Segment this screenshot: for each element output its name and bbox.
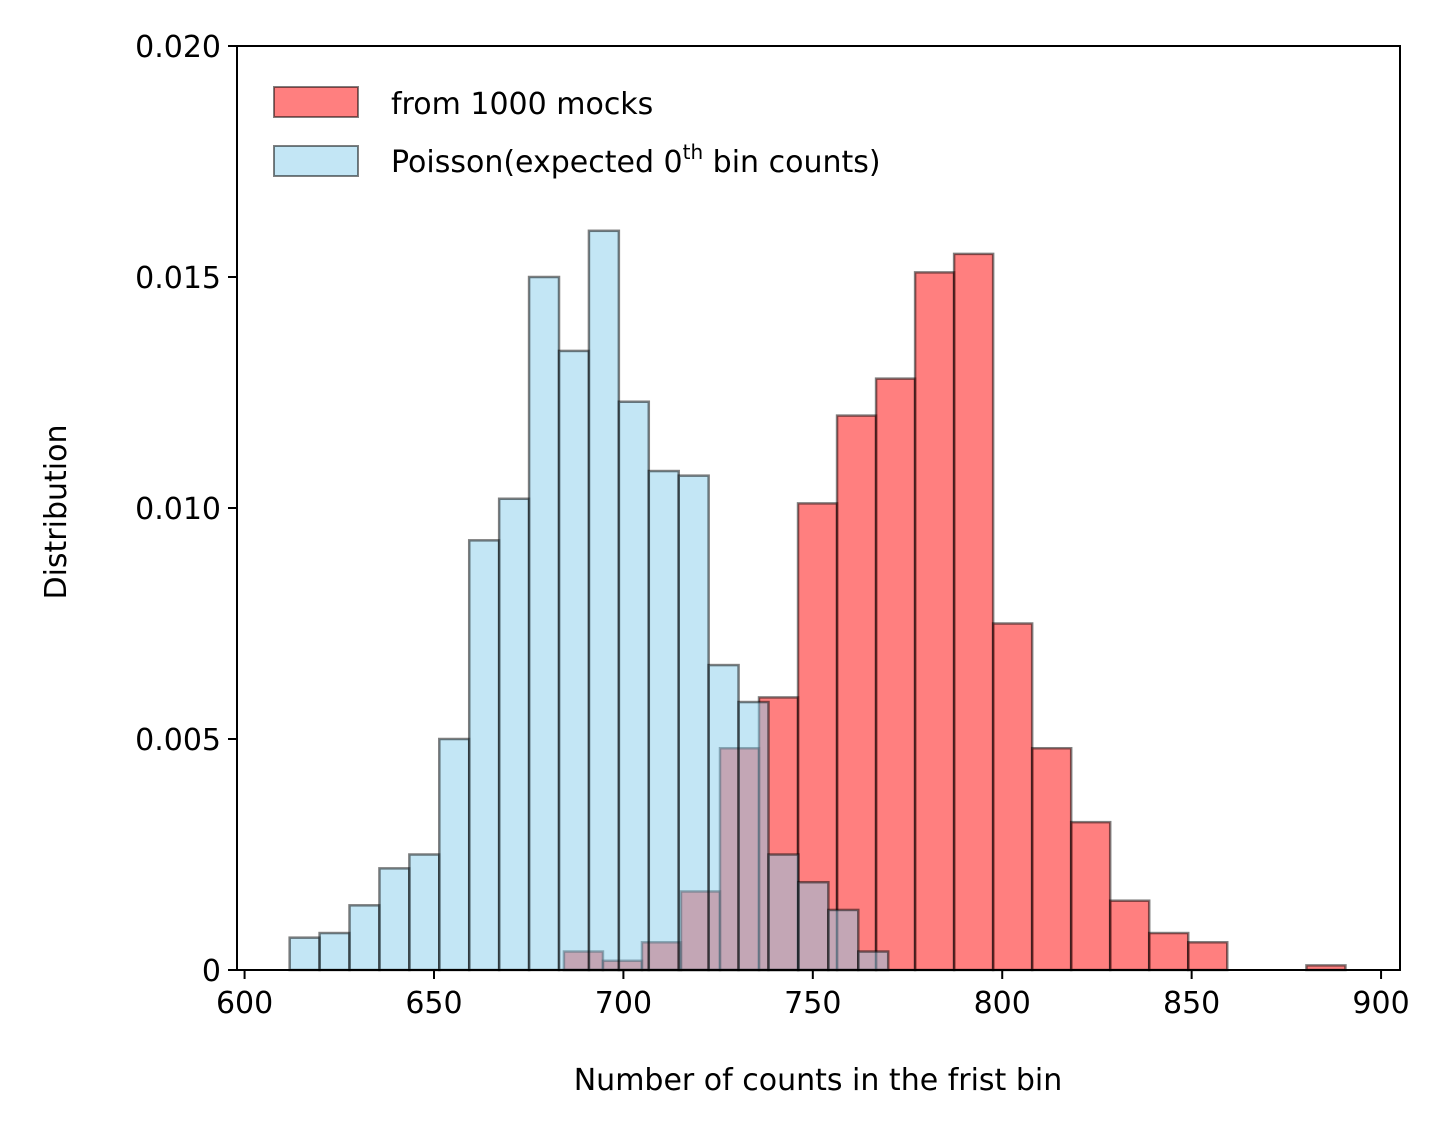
legend: from 1000 mocks Poisson(expected 0th bin… [273,86,881,180]
x-tick-label-750: 750 [784,986,841,1021]
poisson-bar-3 [378,867,411,972]
poisson-bar-19 [857,950,890,972]
legend-label-mocks: from 1000 mocks [391,87,653,122]
poisson-bar-16 [767,853,800,972]
x-tick-label-850: 850 [1163,986,1220,1021]
legend-swatch-mocks [273,86,359,118]
mocks-bar-8 [874,377,917,972]
y-tick-label-2: 0.010 [135,492,221,527]
poisson-bar-8 [527,275,561,972]
x-tick-label-700: 700 [595,986,652,1021]
poisson-bar-5 [438,737,471,972]
legend-label-poisson-main: Poisson(expected 0 [391,145,683,180]
x-axis-label: Number of counts in the frist bin [574,1063,1063,1098]
poisson-bar-2 [348,904,381,972]
x-tick-label-800: 800 [974,986,1031,1021]
mocks-bar-14 [1108,899,1151,972]
poisson-bar-4 [408,853,441,972]
legend-label-poisson-superscript: th [683,140,704,164]
mocks-bar-7 [835,414,878,972]
x-tick-label-900: 900 [1352,986,1409,1021]
poisson-bar-0 [288,936,321,972]
mocks-bar-15 [1147,931,1190,972]
poisson-bar-17 [797,880,830,972]
y-axis-ticks: 0 0.005 0.010 0.015 0.020 [135,30,237,989]
poisson-bar-15 [737,700,770,972]
poisson-bar-11 [617,400,651,972]
x-axis-ticks: 600 650 700 750 800 850 900 [216,970,1410,1021]
mocks-bar-11 [991,622,1034,972]
y-tick-label-4: 0.020 [135,30,221,65]
poisson-bar-9 [557,349,591,972]
legend-label-poisson-tail: bin counts) [703,145,880,180]
poisson-bar-12 [647,469,680,972]
poisson-bar-1 [318,931,351,972]
poisson-bar-14 [707,663,740,972]
mocks-bar-13 [1069,820,1112,972]
y-axis-label: Distribution [39,424,74,599]
poisson-bar-10 [587,229,621,972]
poisson-bar-13 [677,474,710,972]
legend-label-poisson: Poisson(expected 0th bin counts) [391,140,881,180]
x-tick-label-600: 600 [216,986,273,1021]
x-tick-label-650: 650 [405,986,462,1021]
legend-swatch-poisson [273,145,359,177]
poisson-series [288,229,890,972]
y-tick-label-0: 0 [202,954,221,989]
mocks-bar-12 [1030,746,1073,972]
poisson-bar-7 [497,497,531,972]
poisson-bar-18 [827,908,860,972]
mocks-bar-9 [913,271,956,972]
y-tick-label-3: 0.015 [135,261,221,296]
y-tick-label-1: 0.005 [135,723,221,758]
mocks-bar-10 [952,252,995,972]
poisson-bar-6 [467,539,501,972]
mocks-bar-16 [1186,941,1229,972]
